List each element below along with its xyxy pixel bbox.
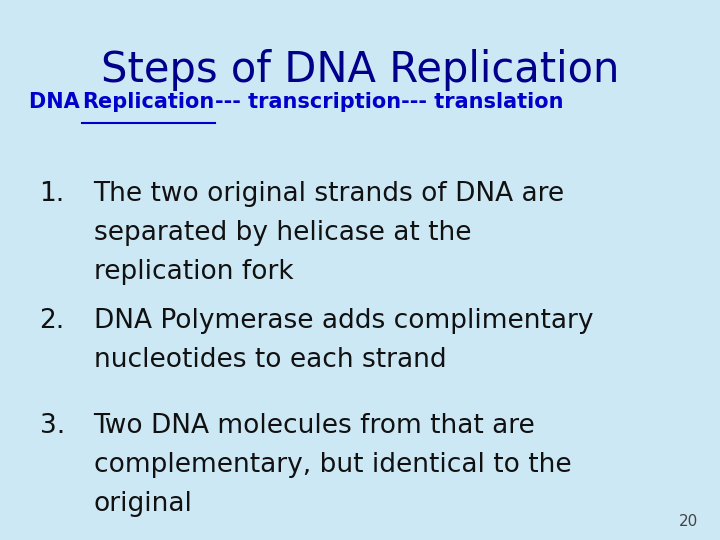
Text: 2.: 2. — [40, 308, 65, 334]
Text: --- transcription--- translation: --- transcription--- translation — [215, 92, 564, 112]
Text: Steps of DNA Replication: Steps of DNA Replication — [101, 49, 619, 91]
Text: replication fork: replication fork — [94, 259, 293, 285]
Text: DNA: DNA — [29, 92, 87, 112]
Text: complementary, but identical to the: complementary, but identical to the — [94, 452, 571, 478]
Text: separated by helicase at the: separated by helicase at the — [94, 220, 471, 246]
Text: DNA Polymerase adds complimentary: DNA Polymerase adds complimentary — [94, 308, 593, 334]
Text: The two original strands of DNA are: The two original strands of DNA are — [94, 181, 564, 207]
Text: original: original — [94, 491, 192, 517]
Text: 3.: 3. — [40, 413, 65, 439]
Text: nucleotides to each strand: nucleotides to each strand — [94, 347, 446, 373]
Text: Replication: Replication — [82, 92, 215, 112]
Text: 20: 20 — [679, 514, 698, 529]
Text: 1.: 1. — [40, 181, 65, 207]
Text: Two DNA molecules from that are: Two DNA molecules from that are — [94, 413, 536, 439]
